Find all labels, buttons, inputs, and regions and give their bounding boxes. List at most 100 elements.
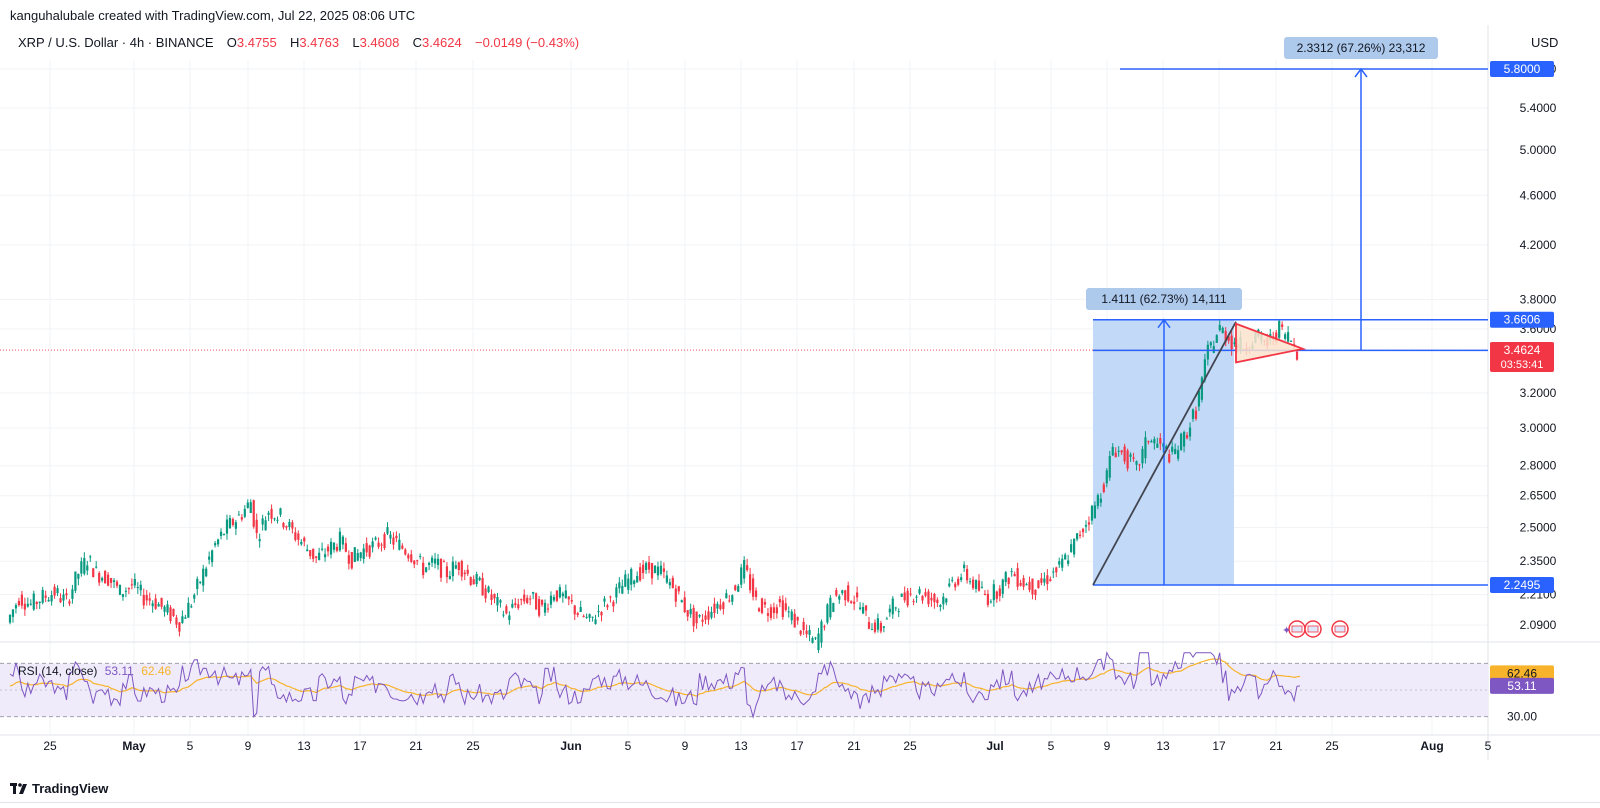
candle-body [1182,432,1186,447]
candle-body [148,598,151,601]
candle-body [766,613,770,616]
time-axis[interactable]: 25 May 5 9 13 17 21 25 Jun 5 9 13 17 21 25 Jul 5 9 13 17 21 2… [43,739,1491,753]
candle-body [1117,450,1120,452]
candle-body [374,537,377,540]
y-tick-label: 5.0000 [1520,143,1557,157]
x-tick-label: Jun [560,739,581,753]
candle-body [359,552,362,558]
candle-body [151,603,154,607]
candle-body [154,598,157,609]
rsi-ma-badge: 62.46 [1507,666,1537,680]
candle-body [1194,410,1198,419]
candle-body [567,596,570,600]
candle-body [642,564,645,574]
candle-body [1144,437,1147,459]
candle-body [579,607,582,612]
candle-body [1070,544,1073,552]
candle-body [1165,446,1168,449]
candle-body [695,611,698,624]
candle-body [618,582,621,589]
candle-body [606,605,609,608]
currency-selector[interactable]: USD [1531,35,1559,50]
candle-body [50,595,53,602]
candle-body [965,568,969,581]
symbol-title[interactable]: XRP / U.S. Dollar · 4h · BINANCE [18,35,214,50]
candle-body [1013,574,1016,577]
candle-body [1090,505,1094,521]
candle-body [552,597,556,601]
candle-body [1218,324,1221,331]
candle-body [1278,320,1281,338]
candle-body [178,622,181,632]
candle-body [1052,571,1055,573]
candle-body [1123,446,1126,462]
candle-body [986,593,990,606]
candle-body [1191,409,1195,419]
candle-body [564,590,567,599]
candle-body [1016,568,1019,587]
change-value: −0.0149 (−0.43%) [475,35,580,50]
candle-body [326,546,330,552]
candle-body [136,587,139,589]
y-tick-label: 2.6500 [1520,489,1557,503]
candle-body [496,597,499,606]
candle-body [870,629,874,631]
candle-body [555,590,559,601]
candle-body [900,593,903,597]
candle-body [760,598,764,613]
candle-body [225,519,229,534]
y-tick-label: 3.2000 [1520,386,1557,400]
candle-body [8,614,12,623]
candle-body [653,565,657,574]
candle-body [199,581,202,583]
candle-body [659,565,663,574]
candle-body [1233,342,1236,344]
x-tick-label: 21 [1269,739,1283,753]
candle-body [757,608,761,612]
high-value: 3.4763 [299,35,340,50]
candle-body [216,539,220,545]
tradingview-logo[interactable]: TradingView [10,781,108,796]
candle-body [502,614,505,616]
y-tick-label: 2.8000 [1520,459,1557,473]
candle-body [945,598,948,603]
candle-body [270,508,273,519]
candle-body [906,590,909,606]
candle-body [594,619,597,624]
last-price-badge: 3.4624 [1504,343,1541,357]
candle-body [74,571,77,591]
candle-body [882,626,885,628]
candle-body [341,536,345,545]
candle-body [1156,443,1159,448]
candle-body [891,598,894,615]
price-axis[interactable]: 5.80005.40005.00004.60004.20003.80003.60… [1490,61,1557,632]
rsi-title[interactable]: RSI (14, close) [18,664,98,678]
rsi-ma-badge-bg [1490,665,1554,682]
candle-body [1114,452,1117,458]
candle-body [879,623,882,632]
candle-body [1135,461,1138,465]
candle-body [347,555,350,564]
candle-body [769,607,773,618]
candle-body [106,574,110,586]
rsi-ma-value: 62.46 [141,664,172,678]
y-tick-label: 2.3500 [1520,554,1557,568]
candle-body [332,542,336,550]
x-tick-label: 5 [1485,739,1492,753]
pennant-triangle [1235,322,1307,364]
candle-body [1031,578,1034,595]
candle-body [701,619,704,622]
candle-body [484,588,487,599]
candle-body [537,599,541,616]
candle-body [65,593,68,596]
candle-body [276,519,279,521]
candle-body [885,618,888,620]
base-price-badge-bg [1490,577,1554,593]
candle-body [936,599,939,603]
candle-body [77,574,80,579]
x-tick-label: Aug [1420,739,1443,753]
candle-body [303,537,306,542]
candle-body [790,611,793,621]
candle-body [26,603,29,607]
